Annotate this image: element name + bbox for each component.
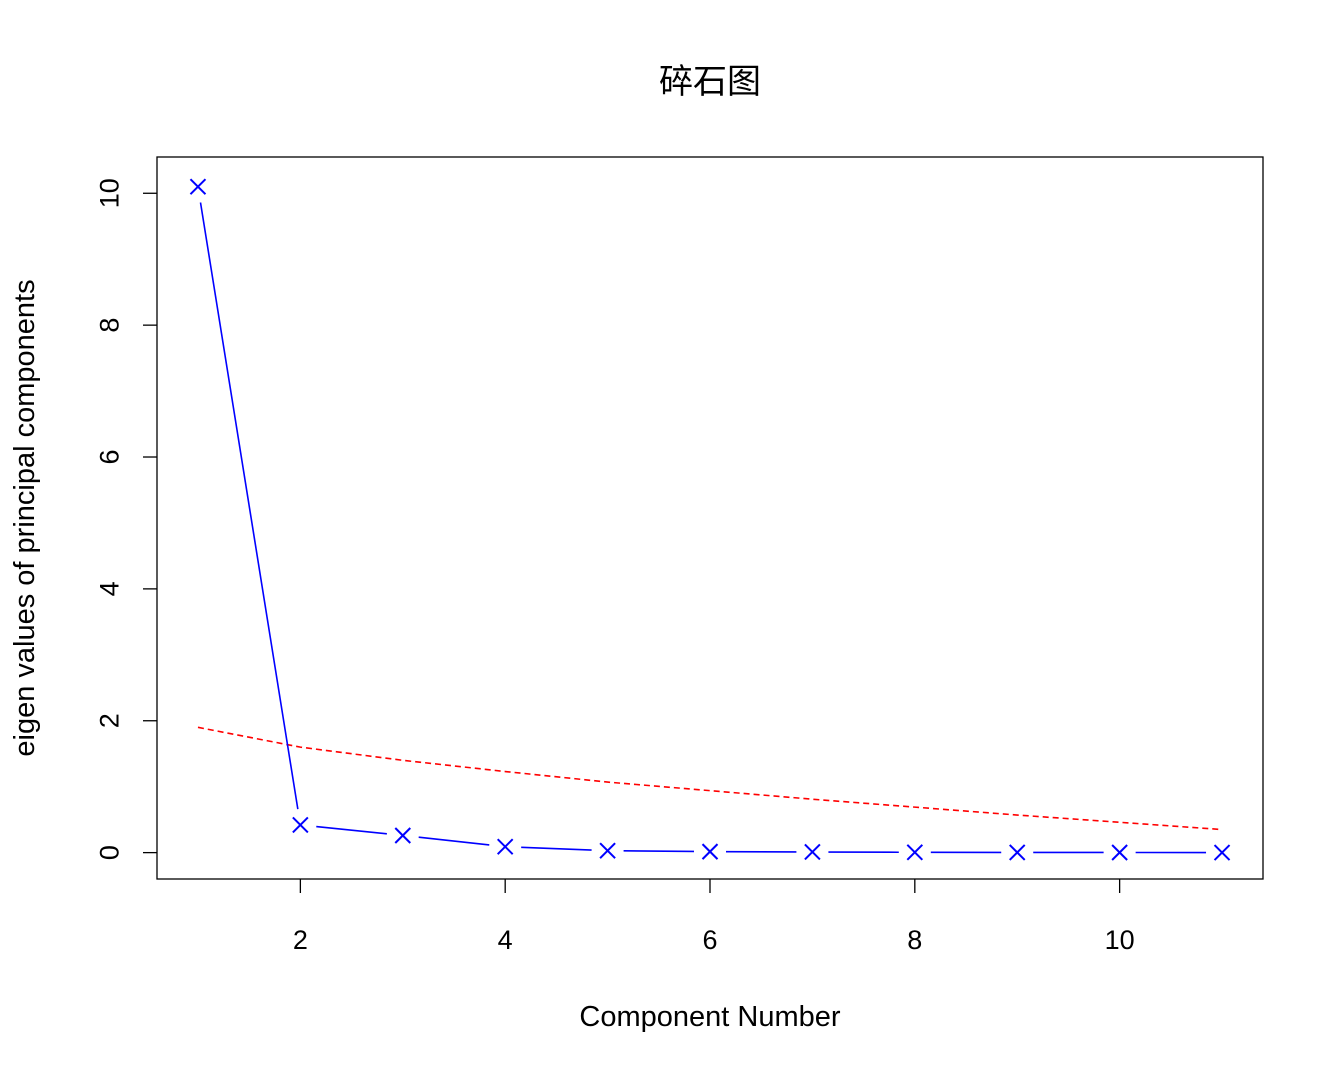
eigen-series-segment: [521, 846, 592, 851]
x-tick-label: 2: [293, 925, 308, 955]
eigen-point-marker: [394, 827, 411, 844]
eigen-point-marker: [701, 843, 719, 860]
eigen-point-marker: [496, 838, 514, 855]
eigen-point-marker: [292, 816, 309, 834]
eigen-series-segment: [316, 825, 387, 835]
y-tick-label: 4: [94, 581, 124, 596]
x-tick-label: 8: [907, 925, 922, 955]
chart-title: 碎石图: [659, 62, 761, 102]
x-tick-label: 4: [498, 925, 513, 955]
eigen-series-segment: [199, 202, 299, 810]
eigen-point-marker: [189, 178, 207, 195]
y-tick-label: 0: [94, 845, 124, 860]
x-tick-label: 6: [702, 925, 717, 955]
x-tick-label: 10: [1105, 925, 1135, 955]
y-axis: 0 2 4 6 8 10: [94, 178, 157, 860]
x-axis-label: Component Number: [579, 1001, 840, 1033]
eigen-point-marker: [599, 842, 616, 859]
eigen-point-marker: [906, 844, 924, 861]
y-tick-label: 6: [94, 449, 124, 464]
reference-series-line: [197, 726, 1223, 831]
x-axis: 2 4 6 8 10: [293, 879, 1135, 955]
y-tick-label: 10: [94, 178, 124, 208]
eigen-point-marker: [804, 843, 821, 861]
y-axis-label: eigen values of principal components: [9, 279, 41, 756]
eigen-series-segment: [418, 836, 490, 846]
eigen-point-marker: [1111, 844, 1128, 861]
eigen-series-segment: [623, 850, 695, 853]
eigen-point-marker: [1213, 844, 1231, 861]
eigen-point-marker: [1009, 844, 1026, 861]
plot-frame: [156, 156, 1264, 880]
y-tick-label: 2: [94, 713, 124, 728]
y-tick-label: 8: [94, 318, 124, 333]
series-layer: [189, 178, 1231, 861]
